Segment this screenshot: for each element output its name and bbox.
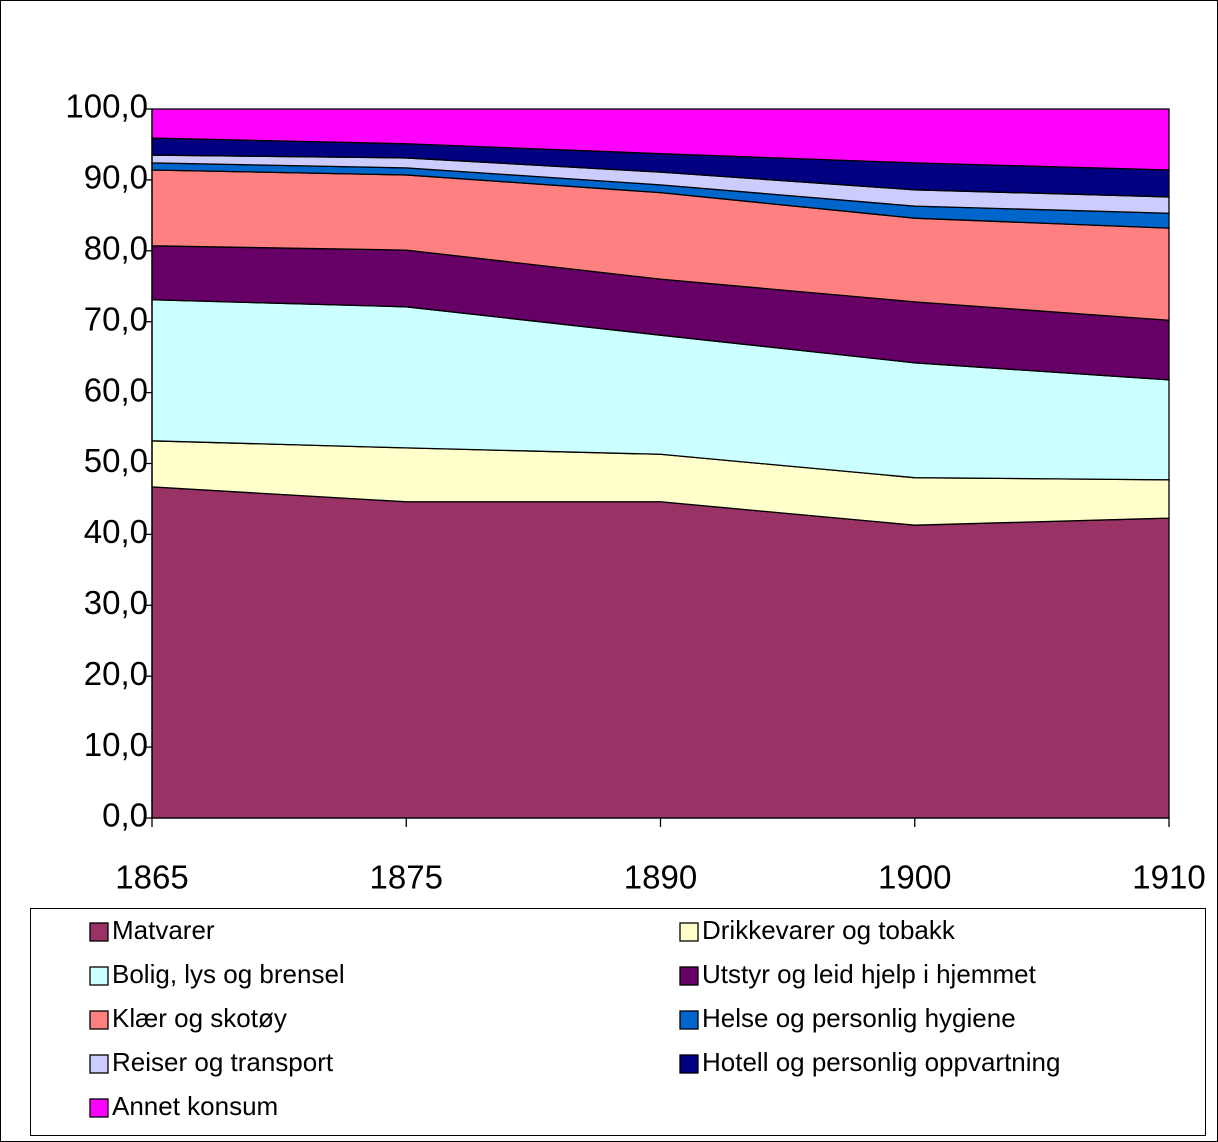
x-tick-label: 1890	[624, 859, 697, 896]
legend-swatch	[89, 1054, 109, 1074]
legend-label: Utstyr og leid hjelp i hjemmet	[702, 959, 1037, 989]
y-tick-label: 20,0	[84, 655, 148, 692]
y-tick-label: 30,0	[84, 584, 148, 621]
legend-swatch	[89, 1010, 109, 1030]
legend-swatch	[89, 966, 109, 986]
y-tick-label: 50,0	[84, 442, 148, 479]
legend-swatch	[679, 1054, 699, 1074]
legend-swatch	[679, 922, 699, 942]
y-tick-label: 80,0	[84, 230, 148, 267]
x-tick-label: 1910	[1132, 859, 1205, 896]
y-tick-label: 90,0	[84, 159, 148, 196]
legend-label: Klær og skotøy	[112, 1003, 287, 1033]
y-tick-label: 100,0	[65, 88, 148, 125]
legend-swatch	[89, 922, 109, 942]
y-tick-label: 0,0	[102, 797, 148, 834]
legend-label: Bolig, lys og brensel	[112, 959, 345, 989]
legend-swatch	[679, 966, 699, 986]
y-tick-label: 70,0	[84, 300, 148, 337]
legend-label: Annet konsum	[112, 1091, 278, 1121]
legend-label: Reiser og transport	[112, 1047, 334, 1077]
y-tick-label: 40,0	[84, 513, 148, 550]
x-tick-label: 1875	[370, 859, 443, 896]
legend-box	[30, 908, 1206, 1136]
legend-label: Hotell og personlig oppvartning	[702, 1047, 1060, 1077]
x-tick-label: 1900	[878, 859, 951, 896]
x-tick-label: 1865	[115, 859, 188, 896]
legend-label: Helse og personlig hygiene	[702, 1003, 1016, 1033]
legend-swatch	[89, 1098, 109, 1118]
y-tick-label: 10,0	[84, 726, 148, 763]
area	[151, 108, 1170, 171]
y-tick-label: 60,0	[84, 371, 148, 408]
legend-label: Matvarer	[112, 915, 215, 945]
legend-swatch	[679, 1010, 699, 1030]
legend-label: Drikkevarer og tobakk	[702, 915, 956, 945]
area	[151, 486, 1170, 819]
